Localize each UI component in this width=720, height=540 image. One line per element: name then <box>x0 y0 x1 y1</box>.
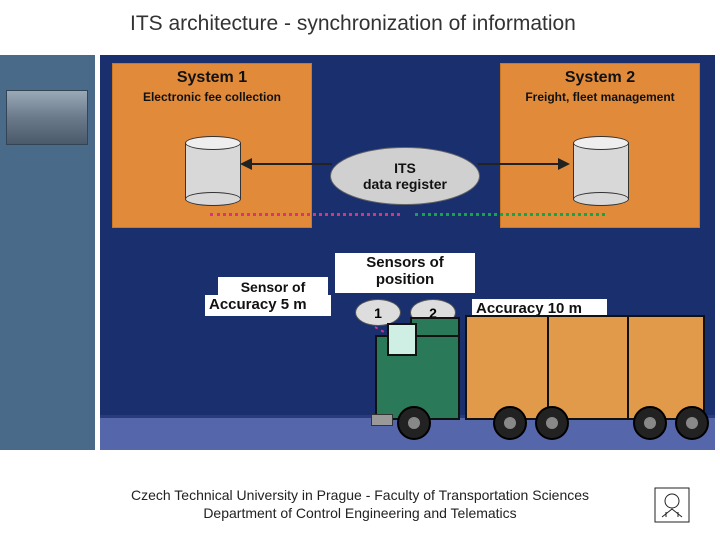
truck-cab-roof <box>410 317 460 335</box>
truck-trailer <box>465 315 705 420</box>
truck-wheel-4 <box>633 406 667 440</box>
sidebar-photo <box>6 90 88 145</box>
truck-wheel-3 <box>535 406 569 440</box>
footer: Czech Technical University in Prague - F… <box>0 487 720 522</box>
system2-database-icon <box>573 136 629 206</box>
arrow-right-head <box>558 158 570 170</box>
footer-line2: Department of Control Engineering and Te… <box>0 505 720 523</box>
truck <box>375 310 710 440</box>
page-title: ITS architecture - synchronization of in… <box>130 12 576 36</box>
dotted-link-left <box>210 213 400 216</box>
its-data-register: ITS data register <box>330 147 480 205</box>
system1-title: System 1 <box>113 69 311 87</box>
truck-wheel-1 <box>397 406 431 440</box>
system1-database-icon <box>185 136 241 206</box>
system1-box: System 1 Electronic fee collection <box>112 63 312 228</box>
system2-box: System 2 Freight, fleet management <box>500 63 700 228</box>
footer-line1: Czech Technical University in Prague - F… <box>0 487 720 505</box>
truck-wheel-2 <box>493 406 527 440</box>
accuracy-left: Accuracy 5 m <box>205 295 331 316</box>
sensors-group-label: Sensors of position <box>335 253 475 293</box>
arrow-left-line <box>250 163 332 165</box>
truck-wheel-5 <box>675 406 709 440</box>
system2-title: System 2 <box>501 69 699 87</box>
system2-subtitle: Freight, fleet management <box>501 90 699 104</box>
arrow-right-line <box>478 163 560 165</box>
university-logo-icon <box>654 487 690 523</box>
dotted-link-right <box>415 213 605 216</box>
its-data-register-label: ITS data register <box>363 160 447 192</box>
truck-window <box>387 323 417 356</box>
diagram-stage: System 1 Electronic fee collection Syste… <box>100 55 715 450</box>
arrow-left-head <box>240 158 252 170</box>
system1-subtitle: Electronic fee collection <box>113 90 311 104</box>
truck-bumper <box>371 414 393 426</box>
